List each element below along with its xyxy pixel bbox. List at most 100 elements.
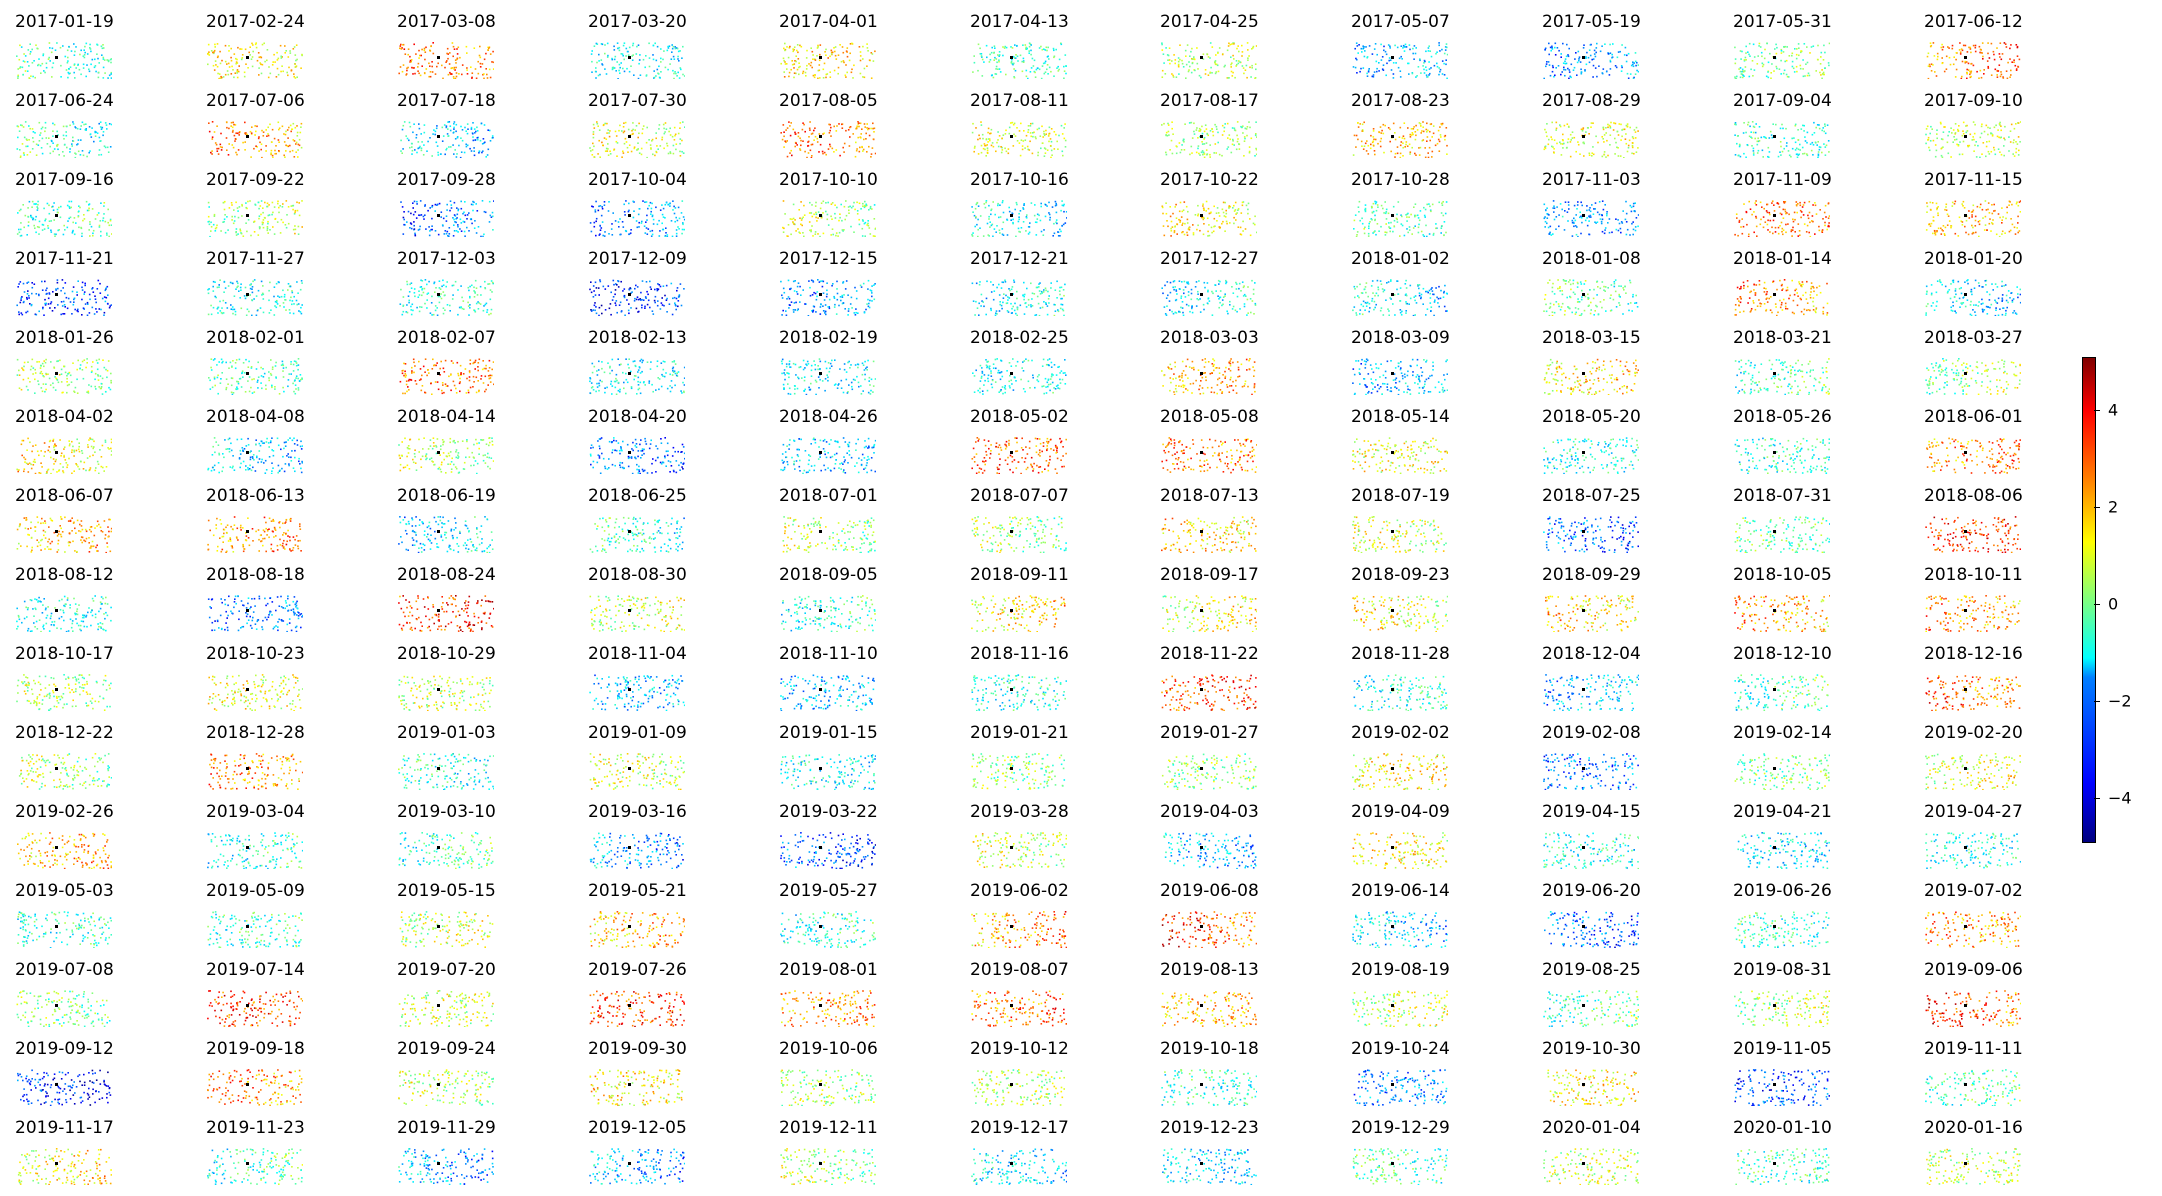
scatter-point (1041, 48, 1044, 51)
scatter-point (254, 43, 257, 46)
scatter-point (1544, 128, 1546, 131)
scatter-point (1385, 231, 1388, 234)
scatter-point (1969, 133, 1972, 136)
scatter-point (1600, 222, 1603, 225)
scatter-point (245, 202, 247, 204)
scatter-point (82, 154, 85, 157)
scatter-point (459, 218, 462, 221)
scatter-point (418, 57, 420, 59)
scatter-point (1178, 142, 1181, 144)
scatter-point (1990, 132, 1992, 134)
scatter-point (1772, 219, 1775, 222)
scatter-point (1941, 48, 1944, 51)
scatter-point (72, 123, 75, 125)
scatter-point (1439, 50, 1441, 52)
scatter-point (1197, 213, 1200, 215)
scatter-point (1002, 221, 1005, 224)
scatter-point (488, 221, 491, 223)
scatter-point (680, 68, 682, 71)
scatter-point (1209, 153, 1211, 156)
scatter-point (668, 130, 670, 133)
scatter-point (1193, 56, 1195, 58)
scatter-point (1435, 52, 1437, 55)
scatter-point (1446, 77, 1448, 79)
scatter-point (1228, 206, 1230, 208)
scatter-point (97, 57, 99, 60)
scatter-point (1235, 65, 1237, 67)
scatter-point (1782, 229, 1785, 231)
scatter-point (1785, 59, 1788, 62)
scatter-point (1761, 149, 1764, 152)
scatter-point (645, 55, 647, 57)
scatter-point (19, 67, 21, 69)
scatter-point (1037, 154, 1039, 157)
reference-point-marker (246, 135, 249, 138)
panel-scatter-plot (1352, 121, 1448, 158)
scatter-point (1553, 211, 1555, 213)
scatter-point (461, 139, 464, 142)
scatter-point (296, 209, 299, 212)
scatter-point (674, 207, 677, 209)
scatter-point (1568, 47, 1570, 50)
scatter-point (1426, 140, 1428, 142)
scatter-point (456, 48, 458, 50)
scatter-point (110, 71, 112, 74)
scatter-point (2006, 206, 2008, 209)
scatter-point (24, 121, 27, 123)
scatter-point (1634, 60, 1637, 63)
scatter-point (222, 201, 225, 204)
scatter-point (1998, 123, 2001, 125)
scatter-point (1750, 68, 1752, 71)
scatter-point (990, 209, 992, 212)
scatter-point (627, 128, 630, 131)
scatter-point (483, 73, 485, 75)
scatter-point (26, 154, 29, 156)
scatter-point (1791, 235, 1793, 237)
scatter-point (101, 47, 104, 50)
scatter-point (211, 153, 213, 155)
scatter-point (1802, 204, 1805, 206)
scatter-point (240, 232, 243, 235)
scatter-point (1411, 72, 1414, 75)
scatter-point (669, 151, 672, 153)
scatter-point (593, 156, 596, 158)
scatter-point (35, 231, 37, 234)
scatter-point (2009, 229, 2012, 232)
scatter-point (68, 45, 70, 48)
scatter-point (457, 231, 459, 233)
panel: 2017-10-04 (574, 170, 754, 248)
scatter-point (1596, 75, 1598, 78)
scatter-point (241, 215, 243, 217)
scatter-point (455, 123, 458, 126)
scatter-point (618, 46, 621, 49)
scatter-point (1215, 54, 1217, 56)
scatter-point (258, 56, 261, 59)
scatter-point (53, 233, 56, 235)
scatter-point (622, 67, 624, 70)
scatter-point (991, 74, 993, 76)
scatter-point (57, 211, 59, 214)
scatter-point (1416, 75, 1418, 77)
scatter-point (639, 74, 642, 76)
scatter-point (454, 138, 457, 140)
panel-scatter-plot (1352, 42, 1448, 79)
scatter-point (648, 65, 651, 68)
scatter-point (431, 155, 433, 157)
scatter-point (1993, 58, 1996, 61)
scatter-point (17, 136, 19, 139)
scatter-point (1822, 71, 1825, 74)
scatter-point (1553, 139, 1556, 141)
scatter-point (607, 129, 609, 131)
scatter-point (842, 60, 845, 62)
scatter-point (868, 134, 871, 137)
scatter-point (253, 231, 256, 233)
scatter-point (33, 224, 35, 227)
scatter-point (591, 154, 594, 156)
scatter-point (1444, 212, 1447, 215)
scatter-point (52, 150, 54, 153)
scatter-point (67, 56, 69, 59)
scatter-point (1005, 73, 1007, 76)
scatter-point (1978, 223, 1981, 226)
scatter-point (1790, 230, 1793, 233)
scatter-point (1973, 138, 1975, 141)
